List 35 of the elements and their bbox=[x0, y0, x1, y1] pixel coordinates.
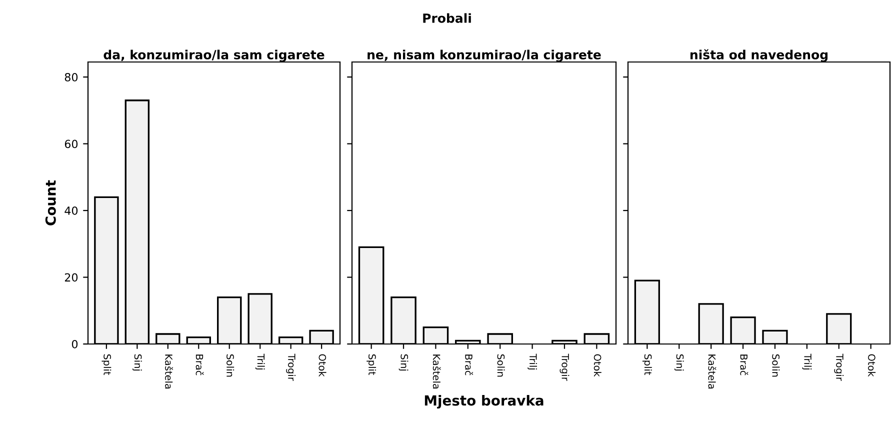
x-tick-label: Trogir bbox=[834, 354, 844, 381]
x-tick-label: Sinj bbox=[398, 354, 408, 371]
x-tick-label: Kaštela bbox=[165, 354, 173, 389]
x-tick-label: Split bbox=[102, 354, 112, 376]
x-tick-label: Brač bbox=[740, 354, 748, 376]
chart-title: da, konzumirao/la sam cigarete bbox=[104, 50, 324, 62]
y-tick-label: 80 bbox=[64, 72, 78, 82]
x-tick-label: Trilj bbox=[802, 354, 812, 370]
x-tick-label: Solin bbox=[772, 354, 780, 377]
x-tick-label: Otok bbox=[318, 354, 326, 377]
chart-title: ništa od navedenog bbox=[690, 49, 828, 62]
x-tick-label: Kaštela bbox=[432, 354, 441, 389]
x-tick-label: Kaštela bbox=[708, 354, 716, 389]
x-tick-label: Sinj bbox=[674, 354, 684, 371]
y-tick-label: 40 bbox=[64, 206, 78, 215]
x-tick-label: Solin bbox=[226, 354, 234, 377]
x-tick-label: Brač bbox=[465, 354, 473, 376]
x-tick-label: Trilj bbox=[528, 354, 537, 370]
x-tick-label: Split bbox=[642, 354, 652, 376]
chart-title: ne, nisam konzumirao/la cigarete bbox=[368, 50, 601, 62]
x-tick-label: Trogir bbox=[560, 354, 570, 381]
y-tick-label: 20 bbox=[64, 273, 78, 282]
x-tick-label: Brač bbox=[196, 354, 204, 376]
y-tick-label: 60 bbox=[64, 140, 78, 148]
x-tick-label: Trilj bbox=[255, 354, 265, 370]
y-axis-title: Count bbox=[45, 180, 56, 226]
x-tick-label: Sinj bbox=[132, 354, 142, 371]
x-tick-label: Otok bbox=[594, 354, 602, 377]
x-axis-title: Mjesto boravka bbox=[424, 394, 544, 409]
text: Probali bbox=[423, 13, 471, 23]
y-tick-label: 0 bbox=[72, 340, 78, 348]
x-tick-label: Solin bbox=[497, 354, 505, 377]
x-tick-label: Otok bbox=[868, 354, 876, 377]
x-tick-label: Trogir bbox=[286, 354, 296, 381]
x-tick-label: Split bbox=[366, 354, 376, 376]
